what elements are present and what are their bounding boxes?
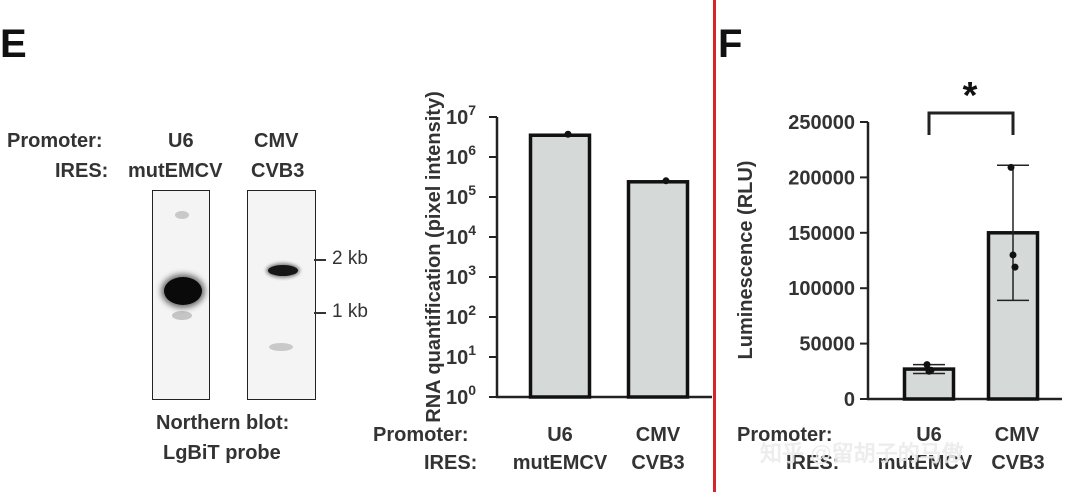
lum-data-point xyxy=(1009,251,1017,259)
blot-lane1-ires: mutEMCV xyxy=(128,160,223,182)
lum-data-point xyxy=(927,366,935,374)
lum-y-tick-label: 200000 xyxy=(788,167,855,189)
blot-lane-1 xyxy=(152,190,210,400)
lum-cat2-ires: CVB3 xyxy=(991,452,1044,474)
rna-y-tick-label: 104 xyxy=(446,222,476,249)
blot-caption-line2: LgBiT probe xyxy=(163,442,281,464)
lum-bar xyxy=(902,367,956,401)
rna-promoter-label: Promoter: xyxy=(373,424,469,446)
blot-lane-2 xyxy=(247,190,316,400)
rna-chart: 100 101 102 103 104 105 106 107 RNA quantificat… xyxy=(373,91,712,474)
lum-promoter-label: Promoter: xyxy=(737,424,833,446)
rna-y-tick-label: 103 xyxy=(446,262,476,289)
lum-y-axis-label: Luminescence (RLU) xyxy=(735,161,757,360)
blot-promoter-label: Promoter: xyxy=(7,130,103,152)
significance-bracket xyxy=(927,111,1015,135)
rna-cat2-promoter: CMV xyxy=(636,424,681,446)
lum-y-tick-label: 250000 xyxy=(788,112,855,134)
rna-bar xyxy=(626,180,690,399)
marker-2kb-label: 2 kb xyxy=(332,248,368,269)
lum-data-point xyxy=(1011,263,1019,271)
lum-data-point xyxy=(923,361,931,369)
rna-y-tick-label: 107 xyxy=(446,102,476,129)
lum-cat1-promoter: U6 xyxy=(916,424,942,446)
rna-cat1-ires: mutEMCV xyxy=(513,452,608,474)
rna-y-axis-label: RNA quantification (pixel intensity) xyxy=(423,91,445,423)
blot-band-faint xyxy=(172,311,192,320)
lum-y-tick-label: 0 xyxy=(844,389,855,411)
luminescence-chart: 0 50000 100000 150000 200000 250000 * Lumines… xyxy=(735,75,1062,474)
lum-ires-label: IRES: xyxy=(786,452,839,474)
lum-data-point xyxy=(1007,163,1015,171)
rna-cat1-promoter: U6 xyxy=(547,424,573,446)
marker-2kb-tick xyxy=(314,259,326,261)
blot-lane1-promoter: U6 xyxy=(168,130,194,152)
significance-star: * xyxy=(963,75,978,117)
rna-data-point xyxy=(564,130,572,138)
rna-y-tick-label: 106 xyxy=(446,142,476,169)
blot-lane2-ires: CVB3 xyxy=(251,160,305,182)
blot-band-medium xyxy=(268,265,298,276)
lum-y-tick-label: 100000 xyxy=(788,278,855,300)
panel-divider xyxy=(713,0,716,492)
panel-f-letter: F xyxy=(718,22,743,66)
blot-lane2-promoter: CMV xyxy=(254,130,299,152)
rna-y-tick-label: 100 xyxy=(446,382,476,409)
blot-band-faint xyxy=(269,343,293,351)
marker-1kb-label: 1 kb xyxy=(332,301,368,322)
lum-y-tick-label: 150000 xyxy=(788,223,855,245)
lum-cat1-ires: mutEMCV xyxy=(878,452,973,474)
rna-y-tick-label: 105 xyxy=(446,182,476,209)
lum-cat2-promoter: CMV xyxy=(995,424,1040,446)
rna-y-tick-label: 102 xyxy=(446,302,476,329)
panel-e-letter: E xyxy=(0,22,27,66)
watermark-text: 知乎 @留胡子的马傲 xyxy=(760,441,964,466)
rna-ires-label: IRES: xyxy=(424,452,477,474)
rna-y-tick-label: 101 xyxy=(446,342,476,369)
rna-bar xyxy=(528,133,592,399)
rna-data-point xyxy=(662,177,670,185)
rna-cat2-ires: CVB3 xyxy=(631,452,684,474)
blot-band-faint xyxy=(175,211,189,219)
lum-y-tick-label: 50000 xyxy=(799,334,855,356)
blot-ires-label: IRES: xyxy=(55,160,109,182)
marker-1kb-tick xyxy=(314,312,326,314)
blot-band-strong xyxy=(164,277,202,305)
blot-caption-line1: Northern blot: xyxy=(156,412,290,434)
